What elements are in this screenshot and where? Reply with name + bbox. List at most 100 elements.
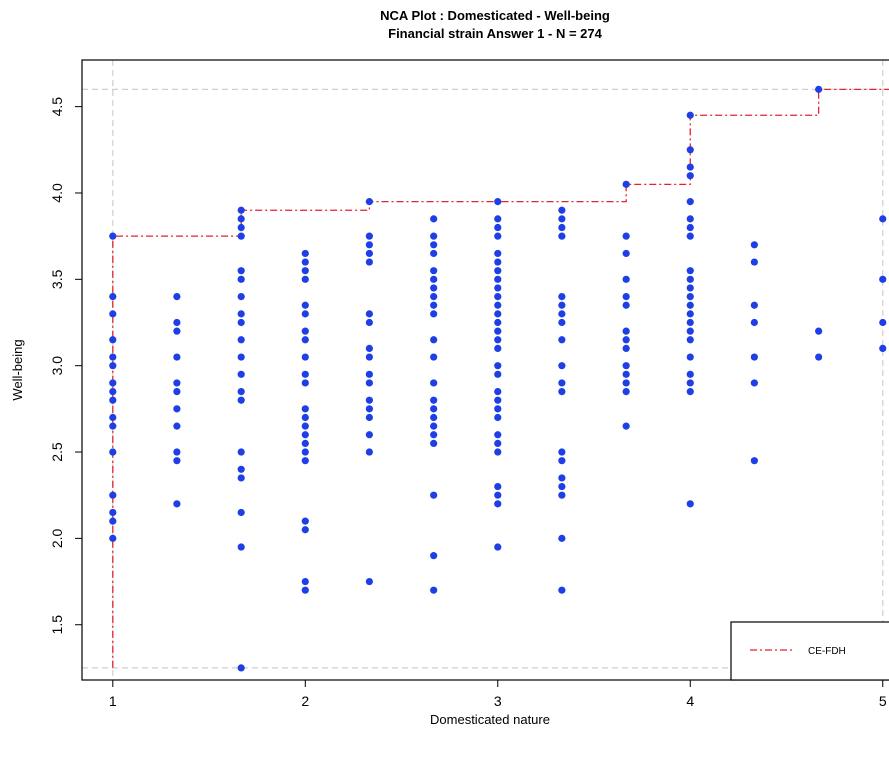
data-point [237, 293, 245, 301]
data-point [430, 405, 438, 413]
data-point [494, 500, 502, 508]
data-point [622, 232, 630, 240]
data-point [173, 327, 181, 335]
y-tick-label: 2.5 [49, 442, 65, 462]
data-point [173, 318, 181, 327]
data-point [686, 353, 694, 361]
data-point [237, 318, 245, 327]
data-point [686, 223, 694, 232]
data-point [109, 448, 117, 456]
data-point [365, 258, 373, 266]
data-point [686, 336, 694, 344]
data-point [173, 405, 181, 413]
data-point [430, 241, 438, 249]
data-point [750, 258, 758, 266]
data-point [173, 457, 181, 465]
data-point [430, 301, 438, 309]
data-point [558, 301, 566, 309]
data-point [494, 336, 502, 344]
data-point [109, 379, 117, 387]
data-point [494, 482, 502, 491]
data-point [750, 241, 758, 249]
data-point [365, 431, 373, 439]
data-point [815, 85, 823, 93]
data-point [815, 327, 823, 335]
data-point [109, 232, 117, 240]
data-point [494, 258, 502, 266]
x-tick-label: 2 [301, 693, 309, 709]
y-tick-label: 4.0 [49, 183, 65, 203]
data-point [686, 172, 694, 180]
data-point [301, 457, 309, 465]
data-point [815, 353, 823, 361]
data-point [686, 370, 694, 378]
data-point [237, 232, 245, 240]
data-point [558, 379, 566, 387]
data-point [301, 517, 309, 525]
data-point [494, 267, 502, 275]
data-point [365, 249, 373, 258]
data-point [622, 327, 630, 335]
data-point [430, 379, 438, 387]
data-point [494, 543, 502, 551]
data-point [237, 206, 245, 214]
data-point [301, 267, 309, 275]
data-point [558, 586, 566, 594]
data-point [301, 448, 309, 456]
data-point [622, 422, 630, 430]
data-point [686, 500, 694, 508]
data-point [109, 517, 117, 525]
data-point [494, 223, 502, 232]
data-point [365, 405, 373, 413]
data-point [301, 336, 309, 344]
data-point [301, 370, 309, 378]
data-point [494, 275, 502, 283]
data-point [430, 215, 438, 223]
data-point [558, 318, 566, 327]
data-point [237, 223, 245, 232]
data-point [558, 293, 566, 301]
data-point [237, 275, 245, 283]
data-point [301, 526, 309, 534]
data-point [173, 387, 181, 396]
data-point [686, 327, 694, 335]
y-tick-label: 1.5 [49, 615, 65, 635]
data-point [365, 379, 373, 387]
data-point [237, 353, 245, 361]
data-point [173, 422, 181, 430]
data-point [558, 457, 566, 465]
data-point [879, 344, 887, 353]
data-point [237, 448, 245, 456]
x-axis: 1 2 3 4 5 [109, 680, 887, 709]
data-point [173, 448, 181, 456]
data-point [237, 215, 245, 223]
data-point [365, 353, 373, 361]
data-point [494, 413, 502, 422]
data-point [109, 387, 117, 396]
data-point [558, 362, 566, 370]
y-axis: 1.5 2.0 2.5 3.0 3.5 4.0 4.5 [49, 97, 82, 635]
data-point [430, 431, 438, 439]
data-point [558, 534, 566, 542]
data-point [622, 387, 630, 396]
data-point [622, 301, 630, 309]
data-point [494, 370, 502, 378]
data-point [109, 310, 117, 318]
data-point [622, 362, 630, 370]
data-point [750, 379, 758, 387]
y-axis-label: Well-being [10, 339, 25, 400]
data-point [301, 327, 309, 335]
x-axis-label: Domesticated nature [430, 712, 550, 727]
data-point [237, 310, 245, 318]
data-point [301, 379, 309, 387]
x-tick-label: 5 [879, 693, 887, 709]
data-point [494, 301, 502, 309]
data-point [237, 370, 245, 378]
data-point [365, 198, 373, 206]
data-point [879, 215, 887, 223]
data-point [494, 405, 502, 413]
data-point [430, 310, 438, 318]
data-point [879, 275, 887, 283]
data-point [750, 457, 758, 465]
data-point [879, 318, 887, 327]
